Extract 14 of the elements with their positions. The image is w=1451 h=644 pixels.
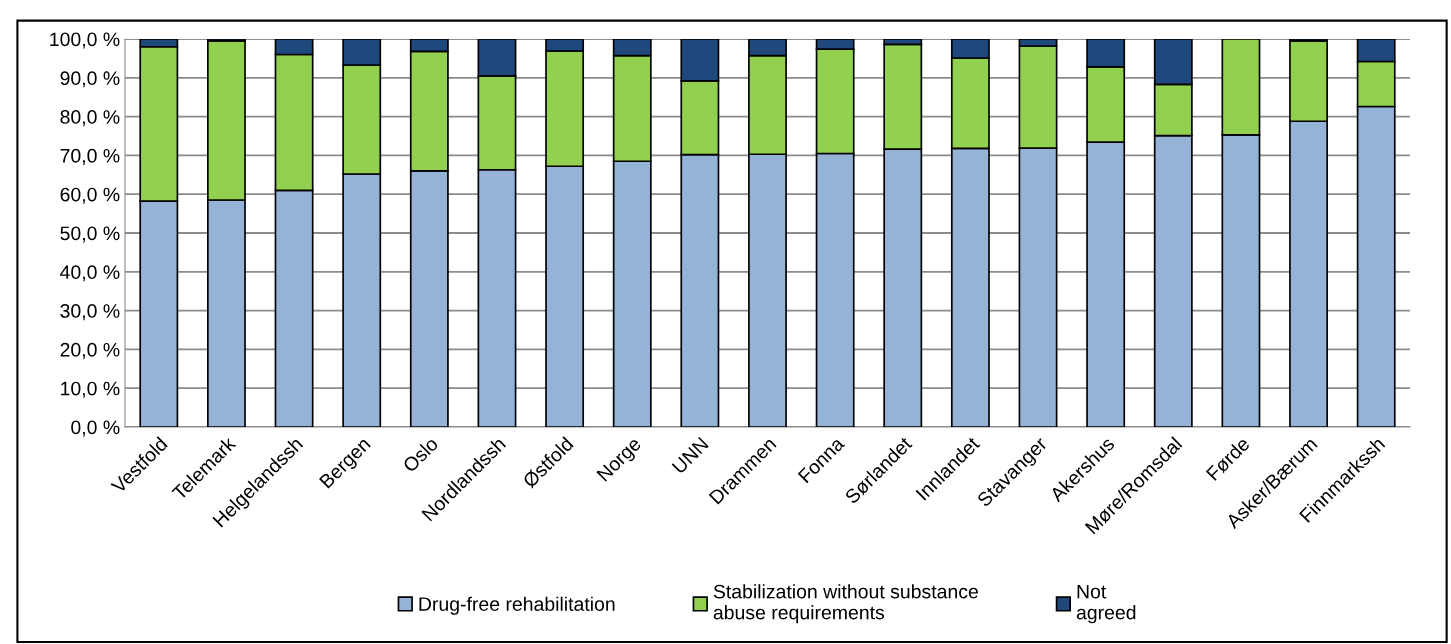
y-tick-label: 40,0 % [60, 265, 120, 282]
y-tick-label: 20,0 % [60, 342, 120, 359]
y-tick-label: 90,0 % [60, 71, 120, 88]
legend-label: Stabilization without substance abuse requirements [713, 584, 978, 624]
y-tick-label: 70,0 % [60, 148, 120, 165]
y-tick-label: 30,0 % [60, 304, 120, 321]
y-tick-label: 100,0 % [50, 32, 120, 49]
y-tick-label: 10,0 % [61, 381, 120, 398]
legend-label: Not agreed [1076, 584, 1136, 624]
y-tick-label: 50,0 % [60, 226, 120, 243]
y-tick-label: 0,0 % [71, 420, 120, 437]
y-tick-label: 80,0 % [60, 110, 120, 127]
y-tick-label: 60,0 % [60, 187, 120, 204]
legend-label: Drug-free rehabilitation [419, 596, 615, 615]
